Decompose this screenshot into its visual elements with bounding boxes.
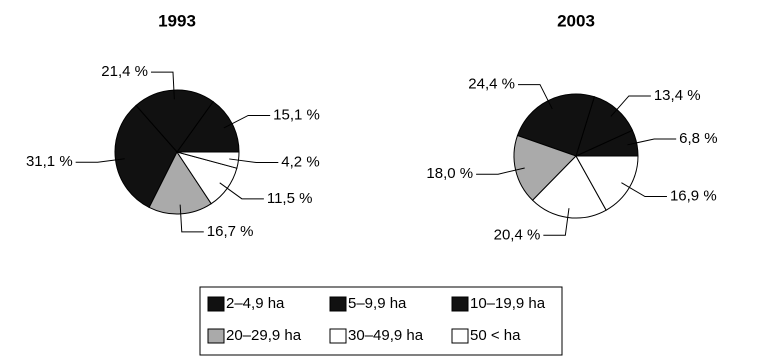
data-label: 16,9 % — [670, 188, 717, 205]
leader-line — [179, 204, 204, 233]
legend-label: 10–19,9 ha — [470, 295, 546, 312]
data-label: 15,1 % — [273, 106, 320, 123]
leader-line — [223, 114, 271, 129]
data-label: 21,4 % — [101, 63, 148, 80]
data-label: 31,1 % — [26, 153, 73, 170]
data-label: 24,4 % — [468, 76, 515, 93]
chart-title: 2003 — [557, 11, 595, 30]
leader-line — [517, 84, 553, 110]
legend-swatch — [451, 328, 469, 344]
legend-label: 2–4,9 ha — [226, 295, 285, 312]
chart-title: 1993 — [158, 11, 196, 30]
data-label: 20,4 % — [494, 226, 541, 243]
leader-line — [219, 182, 264, 200]
legend-box — [199, 286, 563, 356]
legend-label: 20–29,9 ha — [226, 327, 302, 344]
legend-swatch — [451, 296, 469, 312]
legend-label: 5–9,9 ha — [348, 295, 407, 312]
leader-line — [150, 71, 175, 100]
legend-swatch — [207, 296, 225, 312]
legend-label: 50 < ha — [470, 327, 521, 344]
legend-swatch — [329, 296, 347, 312]
data-label: 4,2 % — [281, 153, 319, 170]
leader-line — [229, 158, 279, 164]
legend-swatch — [329, 328, 347, 344]
leader-line — [75, 158, 125, 163]
data-label: 16,7 % — [207, 223, 254, 240]
legend-label: 30–49,9 ha — [348, 327, 424, 344]
data-label: 11,5 % — [267, 190, 313, 207]
leader-line — [476, 167, 525, 175]
data-label: 6,8 % — [679, 130, 717, 147]
leader-line — [543, 208, 570, 236]
leader-line — [627, 138, 677, 146]
data-label: 13,4 % — [654, 87, 701, 104]
data-label: 18,0 % — [426, 165, 473, 182]
legend-swatch — [207, 328, 225, 344]
leader-line — [621, 182, 667, 198]
leader-line — [610, 95, 651, 117]
